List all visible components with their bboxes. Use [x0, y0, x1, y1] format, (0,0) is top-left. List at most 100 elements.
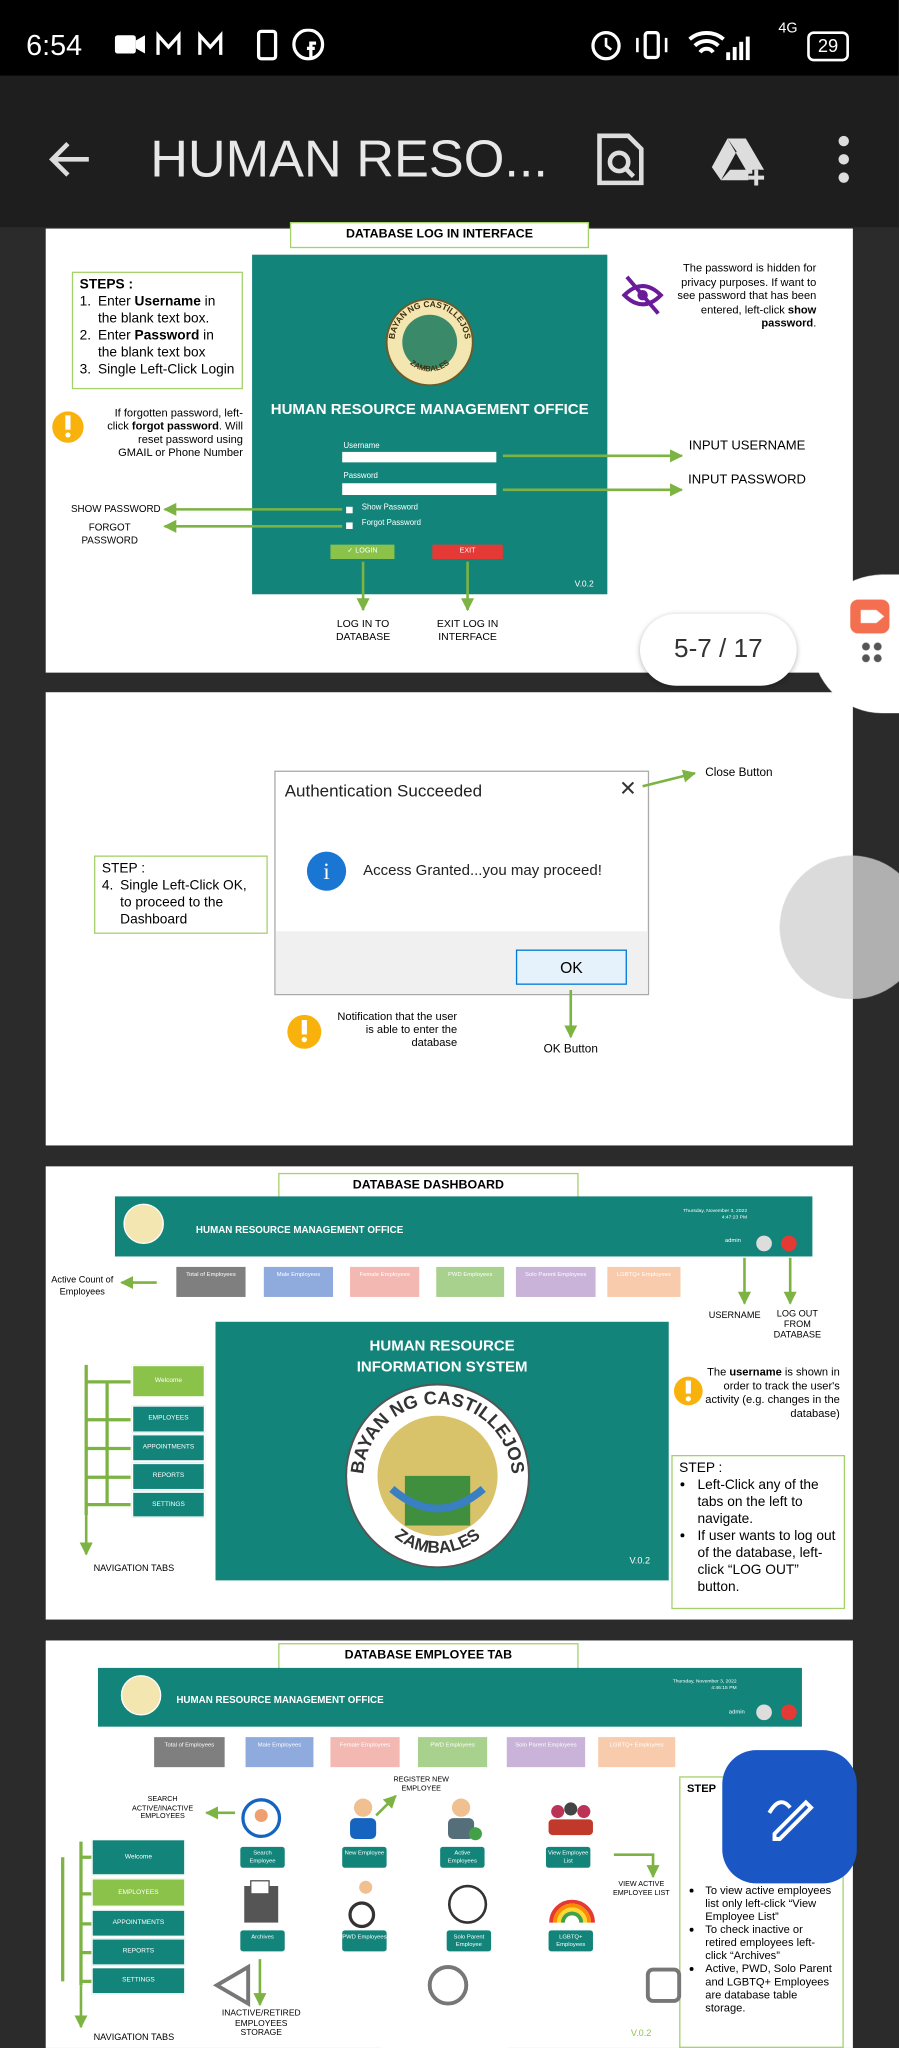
callout: VIEW ACTIVE EMPLOYEE LIST — [612, 1880, 670, 1898]
stat-card: Female Employees — [330, 1737, 400, 1768]
document-title: HUMAN RESO... — [150, 130, 548, 189]
feature-icons — [241, 1798, 595, 1929]
search-document-button[interactable] — [594, 131, 646, 188]
back-button[interactable] — [47, 138, 94, 180]
icon-label: LGBTQ+ Employees — [548, 1930, 593, 1952]
note-text: . — [813, 316, 817, 330]
callout: SEARCH ACTIVE/INACTIVE EMPLOYEES — [132, 1795, 194, 1821]
note-bold: username — [729, 1364, 782, 1378]
stat-card: PWD Employees — [436, 1266, 505, 1297]
nav-tab: Welcome — [131, 1364, 206, 1398]
step-box: STEP : 4. Single Left-Click OK, to procee… — [94, 855, 268, 934]
step-text: Single Left-Click OK, to proceed to the … — [120, 877, 247, 928]
step-title: STEP : — [679, 1460, 723, 1476]
callout: FORGOT PASSWORD — [81, 521, 138, 546]
date: Thursday, November 3, 2022 — [672, 1678, 737, 1684]
callout: INPUT USERNAME — [688, 438, 806, 454]
logo: BAYAN NG CASTILLEJOS ZAMBALES — [345, 1383, 530, 1569]
username: admin — [724, 1236, 741, 1244]
page-indicator: 5-7 / 17 — [639, 613, 797, 686]
callout: NAVIGATION TABS — [93, 1564, 175, 1574]
save-to-drive-button[interactable] — [709, 133, 772, 186]
icon-label: PWD Employees — [342, 1930, 387, 1952]
step-title: STEP — [687, 1781, 717, 1795]
system-icons — [591, 31, 750, 61]
date-time: Thursday, November 3, 2022 4:47:23 PM — [614, 1208, 747, 1221]
icon-label: View Employee List — [545, 1846, 591, 1868]
step-list: To view active employees list only left-… — [687, 1883, 836, 2014]
step: 3. Single Left-Click Login — [80, 362, 235, 379]
step-title: STEP : — [101, 860, 146, 877]
clock: 6:54 — [26, 28, 83, 62]
step-number: 1. — [79, 293, 92, 310]
nav-tab: EMPLOYEES — [131, 1405, 206, 1433]
callout: OK Button — [543, 1042, 598, 1056]
time: 4:46:15 PM — [711, 1684, 737, 1691]
stat-card: Male Employees — [245, 1737, 314, 1768]
dialog-title: Authentication Succeeded — [284, 781, 483, 801]
step: 2. Enter Password in the blank text box — [80, 328, 235, 362]
login-label: LOGIN — [355, 547, 378, 556]
version: V.0.2 — [574, 579, 594, 590]
hero-title: HUMAN RESOURCE INFORMATION SYSTEM — [356, 1338, 528, 1376]
nav-tab: APPOINTMENTS — [91, 1909, 186, 1937]
dashboard-header — [97, 1667, 802, 1727]
login-button: ✓ LOGIN — [330, 544, 395, 560]
username-input — [342, 451, 497, 463]
step: 1. Enter Username in the blank text box. — [80, 294, 235, 328]
icon-label: Active Employees — [440, 1846, 485, 1868]
step-number: 4. — [101, 877, 114, 894]
callout: INPUT PASSWORD — [688, 472, 806, 488]
step: To view active employees list only left-… — [705, 1883, 836, 1922]
note-text: The password is hidden for privacy purpo… — [677, 261, 817, 316]
username: admin — [728, 1708, 745, 1715]
note: The username is shown in order to track … — [699, 1365, 840, 1420]
icon-label: New Employee — [342, 1846, 387, 1868]
step-bold: Username — [134, 293, 201, 310]
back-nav[interactable] — [212, 1963, 251, 2007]
step: Left-Click any of the tabs on the left t… — [697, 1477, 837, 1528]
dialog-message: Access Granted...you may proceed! — [363, 863, 602, 880]
nav-tab: REPORTS — [131, 1462, 206, 1491]
stat-card: Total of Employees — [176, 1266, 246, 1297]
recents-nav[interactable] — [645, 1967, 682, 2003]
step: If user wants to log out of the database… — [697, 1528, 837, 1596]
date: Thursday, November 3, 2022 — [683, 1208, 748, 1214]
step: 4. Single Left-Click OK, to proceed to th… — [102, 878, 260, 929]
step-number: 2. — [79, 327, 92, 344]
callout: LOG OUT FROM DATABASE — [773, 1310, 822, 1341]
time: 4:47:23 PM — [721, 1214, 748, 1220]
password-label: Password — [343, 472, 378, 481]
navigation-bar — [212, 1963, 682, 2007]
stat-card: Total of Employees — [154, 1737, 225, 1768]
forgot-password-option: Forgot Password — [361, 519, 422, 528]
user-icon — [756, 1704, 772, 1721]
callout: Active Count of Employees — [51, 1276, 114, 1297]
app-title: HUMAN RESOURCE MANAGEMENT OFFICE — [195, 1223, 404, 1236]
floating-ball[interactable] — [779, 855, 899, 1000]
stat-card: LGBTQ+ Employees — [607, 1266, 681, 1297]
note-text: The — [707, 1364, 730, 1378]
edit-icon — [767, 1799, 814, 1841]
show-password-option: Show Password — [361, 504, 418, 512]
callout: REGISTER NEW EMPLOYEE — [393, 1776, 449, 1793]
step-box: STEP : Left-Click any of the tabs on the… — [671, 1454, 846, 1610]
more-options-button[interactable] — [833, 133, 854, 185]
username-label: Username — [343, 442, 380, 451]
svg-text:ZAMBALES: ZAMBALES — [408, 358, 451, 373]
home-nav[interactable] — [427, 1965, 469, 2006]
logo-small — [120, 1675, 162, 1716]
step: Active, PWD, Solo Parent and LGBTQ+ Empl… — [705, 1962, 836, 2014]
slide-heading: DATABASE EMPLOYEE TAB — [278, 1643, 579, 1671]
nav-tab: Welcome — [91, 1838, 186, 1876]
callout: NAVIGATION TABS — [93, 2033, 175, 2043]
note-text: . Will reset password using GMAIL or Pho… — [118, 419, 243, 459]
steps-box: STEPS : 1. Enter Username in the blank te… — [71, 271, 243, 390]
callout: LOG IN TO DATABASE — [335, 617, 391, 643]
step: To check inactive or retired employees l… — [705, 1923, 836, 1962]
step-number: 3. — [79, 361, 92, 378]
callout: Close Button — [705, 765, 773, 779]
network-type: 4G — [778, 20, 798, 37]
